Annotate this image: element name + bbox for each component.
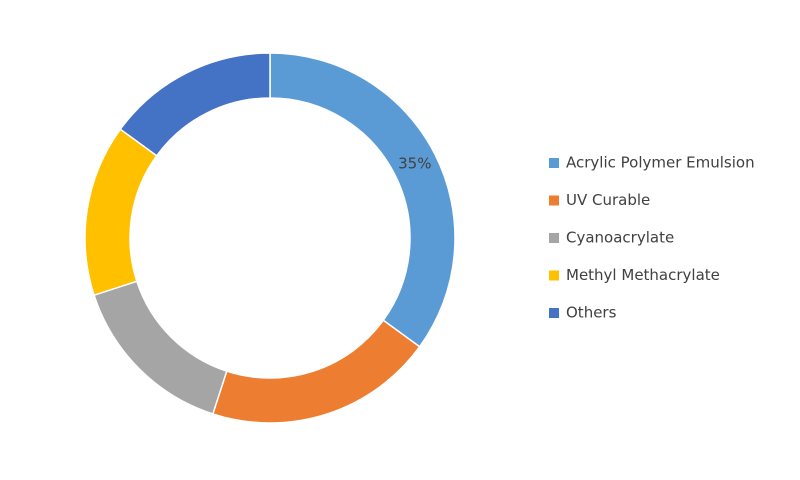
legend-swatch xyxy=(549,233,559,243)
legend-swatch xyxy=(549,195,559,206)
legend-label: Acrylic Polymer Emulsion xyxy=(566,154,755,172)
donut-slice xyxy=(119,52,271,157)
donut-slice xyxy=(269,52,456,348)
donut-slice xyxy=(93,280,228,415)
legend-label: Others xyxy=(566,304,617,322)
legend-label: Cyanoacrylate xyxy=(566,229,674,247)
legend-label: UV Curable xyxy=(566,191,650,209)
legend-swatch xyxy=(549,270,559,281)
donut-slice xyxy=(211,319,421,424)
data-label: 35% xyxy=(398,155,431,173)
legend-swatch xyxy=(549,308,559,318)
legend-label: Methyl Methacrylate xyxy=(566,266,720,284)
legend-swatch xyxy=(549,158,559,168)
donut-slice xyxy=(84,128,158,297)
